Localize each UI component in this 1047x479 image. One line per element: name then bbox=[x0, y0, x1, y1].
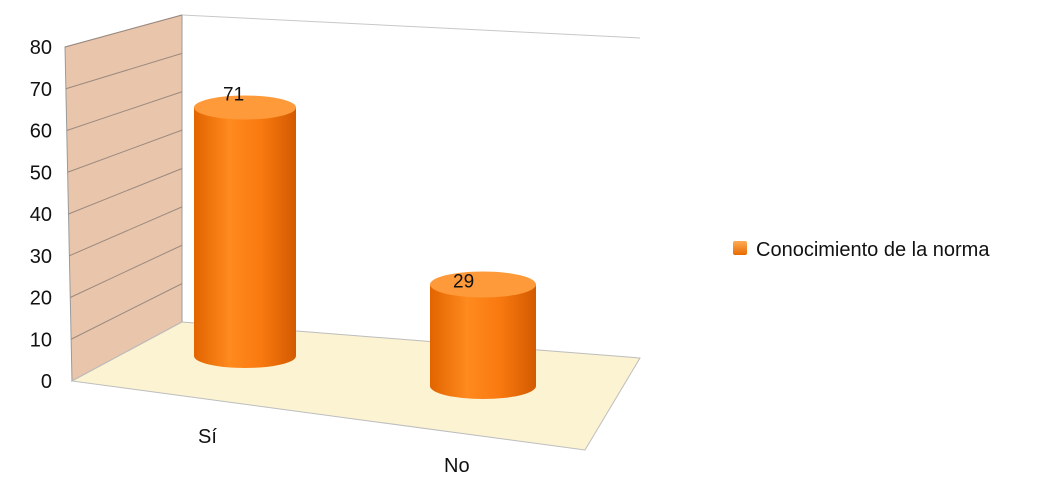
gridlines bbox=[64, 14, 183, 340]
gridline bbox=[65, 52, 183, 90]
gridline bbox=[70, 244, 183, 298]
x-tick-label: Sí bbox=[198, 426, 217, 448]
bar-body bbox=[194, 107, 296, 368]
legend-label: Conocimiento de la norma bbox=[756, 239, 990, 261]
y-tick-label: 0 bbox=[41, 371, 52, 393]
bar bbox=[430, 271, 536, 399]
gridline bbox=[66, 91, 183, 131]
x-axis: Sí No bbox=[198, 426, 470, 477]
legend: Conocimiento de la norma bbox=[733, 239, 990, 261]
y-tick-label: 40 bbox=[30, 204, 52, 226]
y-axis: 0 10 20 30 40 50 60 70 80 bbox=[30, 37, 52, 393]
bar bbox=[194, 95, 296, 368]
chart-floor bbox=[70, 321, 641, 451]
gridline bbox=[70, 283, 183, 340]
y-tick-label: 10 bbox=[30, 329, 52, 351]
y-tick-label: 60 bbox=[30, 121, 52, 143]
bar-top bbox=[194, 95, 296, 120]
x-tick-label: No bbox=[444, 455, 470, 477]
y-tick-label: 50 bbox=[30, 162, 52, 184]
bars: 71 29 bbox=[194, 85, 536, 399]
y-tick-label: 30 bbox=[30, 246, 52, 268]
gridline bbox=[67, 129, 183, 173]
bar-body bbox=[430, 284, 536, 399]
gridline bbox=[68, 168, 183, 215]
gridline bbox=[64, 14, 183, 48]
gridline bbox=[69, 206, 183, 257]
y-tick-label: 20 bbox=[30, 288, 52, 310]
chart-side-wall bbox=[64, 14, 183, 382]
data-label: 71 bbox=[223, 85, 244, 106]
legend-swatch bbox=[733, 241, 747, 255]
y-tick-label: 80 bbox=[30, 37, 52, 59]
chart-back-top-edge bbox=[181, 14, 641, 39]
y-tick-label: 70 bbox=[30, 79, 52, 101]
bar-top bbox=[430, 271, 536, 298]
data-label: 29 bbox=[453, 272, 474, 293]
